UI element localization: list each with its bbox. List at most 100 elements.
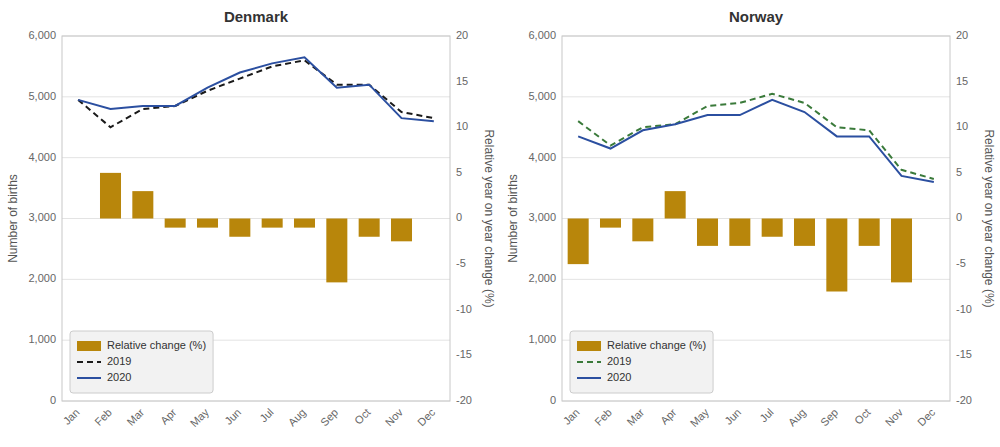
x-tick-label: Sep [318, 406, 340, 428]
legend-label: Relative change (%) [107, 339, 206, 351]
x-tick-label: Oct [852, 406, 873, 427]
y2-tick-label: 20 [956, 29, 968, 41]
plot-area [568, 94, 934, 292]
y-tick-label: 3,000 [28, 211, 56, 223]
legend-swatch [577, 377, 601, 379]
bar [359, 219, 380, 237]
legend-label: 2019 [607, 355, 631, 367]
legend-label: 2020 [607, 371, 631, 383]
y-tick-label: 5,000 [28, 90, 56, 102]
y-axis-label: Number of births [506, 174, 520, 263]
legend-box [70, 331, 213, 393]
x-tick-label: Mar [624, 406, 646, 428]
x-tick-label: Jul [757, 406, 775, 424]
x-tick-label: Nov [383, 406, 406, 429]
bar [794, 219, 815, 246]
y2-axis-label: Relative year on year change (%) [982, 129, 996, 307]
y-tick-label: 1,000 [528, 333, 556, 345]
bar [294, 219, 315, 228]
bar [100, 173, 121, 219]
line [578, 100, 934, 182]
legend-swatch [577, 361, 601, 363]
legend-box [570, 331, 713, 393]
y2-axis-label: Relative year on year change (%) [482, 129, 496, 307]
line [78, 57, 434, 121]
y2-tick-label: -15 [956, 348, 972, 360]
y2-tick-label: 10 [956, 120, 968, 132]
legend-swatch [577, 341, 601, 351]
legend: Relative change (%) 2019 2020 [570, 331, 713, 393]
y-axis-label: Number of births [6, 174, 20, 263]
legend: Relative change (%) 2019 2020 [70, 331, 213, 393]
bar [697, 219, 718, 246]
bar [391, 219, 412, 242]
y-tick-label: 5,000 [528, 90, 556, 102]
chart-canvas: 0 1,000 2,000 3,000 4,000 5,000 6,000 -20 -15 -10… [0, 0, 1000, 447]
bar [262, 219, 283, 228]
y2-tick-label: -5 [956, 257, 966, 269]
x-tick-label: May [688, 406, 712, 430]
y2-tick-label: -5 [456, 257, 466, 269]
bar [729, 219, 750, 246]
grid-line [62, 157, 450, 158]
y-tick-label: 0 [550, 394, 556, 406]
bar [197, 219, 218, 228]
x-tick-label: Nov [883, 406, 906, 429]
bar [132, 191, 153, 218]
y2-tick-label: -20 [456, 394, 472, 406]
x-tick-label: Jan [561, 406, 582, 427]
y-tick-label: 6,000 [528, 29, 556, 41]
x-tick-label: Feb [592, 406, 614, 428]
y2-tick-label: 20 [456, 29, 468, 41]
y-tick-label: 3,000 [528, 211, 556, 223]
plot-frame [562, 36, 950, 401]
x-tick-label: Apr [658, 406, 679, 427]
y2-tick-label: 0 [456, 211, 462, 223]
legend-label: Relative change (%) [607, 339, 706, 351]
chart: 01,0002,0003,0004,0005,0006,000-20-15-10… [506, 8, 996, 429]
y-tick-label: 4,000 [28, 151, 56, 163]
x-tick-label: Apr [158, 406, 179, 427]
plot-area [78, 57, 434, 282]
bar [632, 219, 653, 242]
y2-tick-label: 0 [956, 211, 962, 223]
y2-tick-label: 5 [956, 166, 962, 178]
y-tick-label: 2,000 [528, 272, 556, 284]
chart-title: Denmark [224, 8, 289, 25]
x-tick-label: Sep [818, 406, 840, 428]
legend-swatch [77, 361, 101, 363]
bar [665, 191, 686, 218]
y2-tick-label: -15 [456, 348, 472, 360]
y-tick-label: 2,000 [28, 272, 56, 284]
bar [68, 218, 89, 219]
legend-label: 2020 [107, 371, 131, 383]
y2-tick-label: 5 [456, 166, 462, 178]
grid-line [62, 96, 450, 97]
y2-tick-label: 10 [456, 120, 468, 132]
bar [762, 219, 783, 237]
chart-title: Norway [729, 8, 784, 25]
x-tick-label: Dec [415, 406, 438, 429]
x-tick-label: Mar [124, 406, 146, 428]
bar [423, 218, 444, 219]
bar [859, 219, 880, 246]
legend-label: 2019 [107, 355, 131, 367]
x-tick-label: Jan [61, 406, 82, 427]
bar [165, 219, 186, 228]
y-tick-label: 4,000 [528, 151, 556, 163]
legend-swatch [77, 377, 101, 379]
bar [568, 219, 589, 265]
y-tick-label: 1,000 [28, 333, 56, 345]
y-tick-label: 6,000 [28, 29, 56, 41]
y2-tick-label: 15 [956, 75, 968, 87]
grid-line [62, 279, 450, 280]
chart: 01,0002,0003,0004,0005,0006,000-20-15-10… [6, 8, 496, 429]
bar [326, 219, 347, 283]
y2-tick-label: -10 [956, 303, 972, 315]
x-tick-label: Feb [92, 406, 114, 428]
bar [891, 219, 912, 283]
bar [826, 219, 847, 292]
bar [923, 218, 944, 219]
x-tick-label: Dec [915, 406, 938, 429]
y2-tick-label: 15 [456, 75, 468, 87]
